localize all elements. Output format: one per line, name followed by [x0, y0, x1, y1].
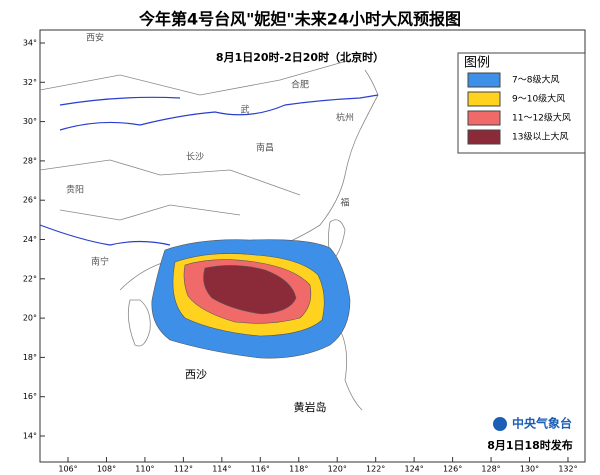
legend-label: 11～12级大风: [512, 112, 571, 124]
lat-tick-label: 24°: [23, 235, 37, 244]
city-label: 杭州: [336, 112, 354, 124]
zone-13: [203, 265, 297, 315]
legend-swatch: [467, 91, 501, 107]
city-label: 西安: [86, 32, 104, 44]
lon-tick-label: 130°: [520, 465, 539, 474]
map-title: 今年第4号台风"妮妲"未来24小时大风预报图: [138, 10, 461, 29]
lat-tick-label: 28°: [23, 156, 37, 165]
lon-tick-label: 128°: [481, 465, 500, 474]
wind-zones: [151, 239, 351, 359]
lon-tick-label: 114°: [212, 465, 231, 474]
lat-tick-label: 34°: [23, 39, 37, 48]
lon-tick-label: 132°: [558, 465, 577, 474]
lon-tick-label: 106°: [58, 465, 77, 474]
lon-tick-label: 112°: [174, 465, 193, 474]
lon-tick-label: 124°: [404, 465, 423, 474]
lon-tick-label: 118°: [289, 465, 308, 474]
lon-tick-label: 126°: [443, 465, 462, 474]
issue-time: 8月1日18时发布: [487, 438, 573, 452]
legend-label: 9～10级大风: [512, 93, 565, 105]
city-label: 西沙: [185, 368, 207, 381]
lat-tick-label: 16°: [23, 392, 37, 401]
lat-tick-label: 32°: [23, 78, 37, 87]
city-label: 南昌: [256, 142, 274, 154]
lon-tick-label: 120°: [328, 465, 347, 474]
legend: 图例 7～8级大风 9～10级大风 11～12级大风 13级以上大风: [457, 52, 586, 154]
city-label: 福: [340, 197, 349, 209]
lon-tick-label: 108°: [97, 465, 116, 474]
city-label: 黄岩岛: [294, 400, 327, 414]
legend-title: 图例: [464, 56, 490, 71]
lat-tick-label: 22°: [23, 274, 37, 283]
lat-tick-label: 14°: [23, 432, 37, 441]
city-label: 贵阳: [66, 184, 84, 196]
lat-tick-label: 18°: [23, 353, 37, 362]
legend-swatch: [467, 129, 501, 145]
lat-tick-label: 26°: [23, 196, 37, 205]
lat-tick-label: 20°: [23, 314, 37, 323]
city-label: 合肥: [291, 79, 309, 91]
city-label: 长沙: [186, 151, 204, 163]
lon-tick-label: 116°: [251, 465, 270, 474]
agency: 中央气象台: [512, 416, 572, 431]
legend-swatch: [467, 110, 501, 126]
lat-tick-label: 30°: [23, 117, 37, 126]
legend-swatch: [467, 72, 501, 88]
agency-logo: [493, 417, 507, 431]
lon-tick-label: 110°: [135, 465, 154, 474]
lon-tick-label: 122°: [366, 465, 385, 474]
map-subtitle: 8月1日20时-2日20时（北京时）: [216, 50, 384, 64]
city-label: 武: [240, 104, 249, 116]
legend-label: 7～8级大风: [512, 74, 559, 86]
city-label: 南宁: [91, 256, 109, 268]
legend-label: 13级以上大风: [512, 131, 568, 143]
